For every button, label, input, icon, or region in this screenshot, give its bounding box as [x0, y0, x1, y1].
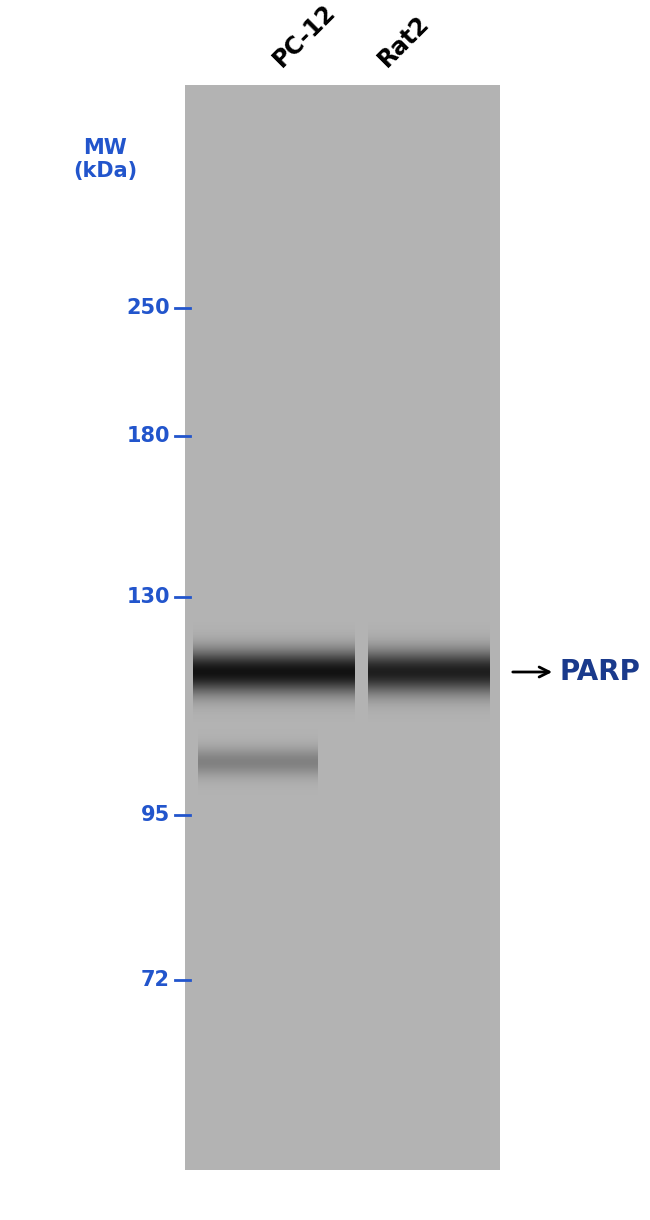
Text: 130: 130 — [127, 587, 170, 608]
Text: MW
(kDa): MW (kDa) — [73, 138, 137, 182]
Text: Rat2: Rat2 — [373, 11, 434, 72]
Text: 180: 180 — [127, 426, 170, 447]
Text: 250: 250 — [126, 298, 170, 318]
Text: PARP: PARP — [560, 658, 641, 686]
Bar — [185, 85, 500, 1170]
Text: 72: 72 — [141, 970, 170, 989]
Text: 95: 95 — [141, 805, 170, 825]
Text: PC-12: PC-12 — [268, 0, 340, 72]
